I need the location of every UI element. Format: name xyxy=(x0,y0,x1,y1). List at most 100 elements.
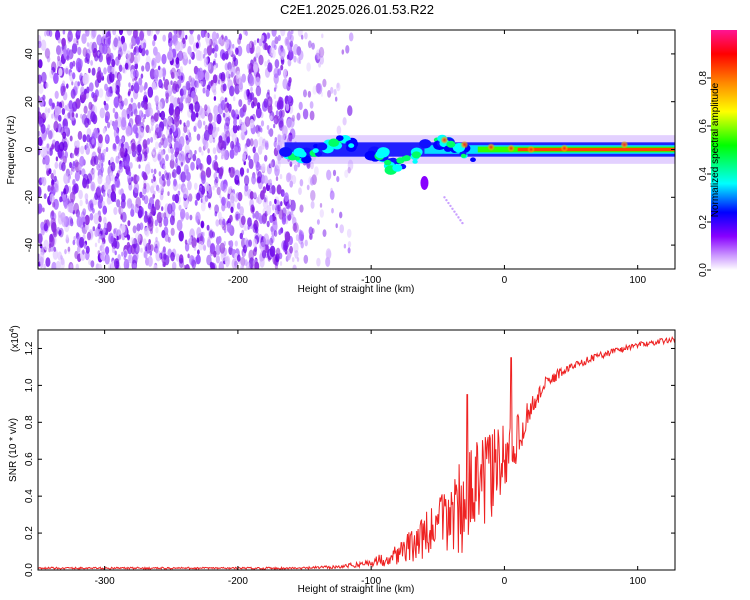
noise-speckle xyxy=(284,231,291,243)
carrier-blob xyxy=(470,157,476,162)
noise-speckle xyxy=(80,145,85,155)
noise-speckle xyxy=(297,161,301,168)
noise-speckle xyxy=(132,30,138,39)
noise-speckle xyxy=(106,86,112,98)
noise-speckle xyxy=(256,102,261,109)
noise-speckle xyxy=(142,42,147,49)
noise-speckle xyxy=(102,191,106,198)
noise-speckle xyxy=(234,240,238,247)
noise-speckle xyxy=(216,186,221,196)
carrier-blob xyxy=(298,151,307,158)
noise-speckle xyxy=(244,259,248,266)
noise-speckle xyxy=(121,136,125,143)
noise-speckle xyxy=(327,90,332,98)
noise-speckle xyxy=(280,64,284,71)
noise-speckle xyxy=(82,178,88,189)
noise-speckle xyxy=(38,186,42,198)
noise-speckle xyxy=(162,34,166,42)
noise-speckle xyxy=(165,172,170,181)
noise-speckle xyxy=(293,242,299,253)
noise-speckle xyxy=(218,167,224,177)
noise-speckle xyxy=(125,125,132,137)
noise-speckle xyxy=(147,86,154,98)
noise-speckle xyxy=(90,260,95,268)
noise-speckle xyxy=(233,146,239,156)
noise-speckle xyxy=(157,101,163,111)
noise-speckle xyxy=(249,138,254,147)
noise-speckle xyxy=(83,105,88,114)
noise-speckle xyxy=(218,138,224,151)
noise-speckle xyxy=(297,57,300,64)
noise-speckle xyxy=(207,148,210,154)
noise-speckle xyxy=(53,72,59,84)
noise-speckle xyxy=(66,55,70,61)
noise-speckle xyxy=(250,92,255,101)
y-tick-label: 20 xyxy=(24,96,35,108)
noise-speckle xyxy=(347,241,352,248)
noise-speckle xyxy=(312,85,318,95)
snr-x-label: Height of straight line (km) xyxy=(298,584,415,595)
noise-speckle xyxy=(82,249,85,255)
noise-speckle xyxy=(104,104,108,110)
noise-speckle xyxy=(42,94,46,101)
noise-speckle xyxy=(96,34,102,46)
noise-speckle xyxy=(103,227,106,234)
y-tick-label: -20 xyxy=(24,190,35,205)
noise-speckle xyxy=(260,190,265,200)
noise-speckle xyxy=(184,242,190,252)
noise-speckle xyxy=(87,200,94,212)
noise-speckle xyxy=(142,172,147,181)
noise-speckle xyxy=(188,59,192,65)
noise-speckle xyxy=(210,242,216,253)
noise-speckle xyxy=(241,73,246,83)
noise-speckle xyxy=(60,257,65,266)
noise-speckle xyxy=(107,121,111,129)
noise-speckle xyxy=(178,204,182,211)
noise-speckle xyxy=(245,30,248,37)
noise-speckle xyxy=(170,227,175,236)
noise-speckle xyxy=(153,168,157,175)
noise-speckle xyxy=(321,33,324,39)
noise-speckle xyxy=(85,30,90,37)
colorbar xyxy=(711,30,737,270)
noise-speckle xyxy=(169,127,173,135)
noise-speckle xyxy=(325,248,332,260)
noise-speckle xyxy=(205,196,208,203)
noise-speckle xyxy=(163,216,169,227)
colorbar-label: Normalized spectral amplitude xyxy=(710,82,721,217)
noise-speckle xyxy=(169,102,174,112)
noise-speckle xyxy=(86,134,91,143)
noise-speckle xyxy=(286,118,293,130)
noise-speckle xyxy=(167,203,173,215)
noise-speckle xyxy=(303,89,307,98)
noise-speckle xyxy=(112,121,118,131)
noise-speckle xyxy=(298,187,302,195)
noise-speckle xyxy=(227,103,232,112)
noise-speckle xyxy=(154,95,159,104)
y-tick-label: 0.8 xyxy=(24,415,35,429)
noise-speckle xyxy=(124,62,129,70)
noise-speckle xyxy=(105,135,108,141)
noise-speckle xyxy=(154,141,159,150)
noise-speckle xyxy=(214,179,219,188)
noise-speckle xyxy=(211,47,215,54)
noise-speckle xyxy=(71,112,75,118)
noise-speckle xyxy=(213,161,219,171)
noise-speckle xyxy=(68,30,72,36)
noise-speckle xyxy=(296,112,301,121)
noise-speckle xyxy=(289,245,293,254)
noise-speckle xyxy=(143,250,148,259)
noise-speckle xyxy=(288,95,292,103)
noise-speckle xyxy=(79,155,85,167)
noise-speckle xyxy=(194,150,197,155)
noise-speckle xyxy=(117,47,123,58)
noise-speckle xyxy=(116,199,121,208)
noise-speckle xyxy=(217,211,222,220)
noise-speckle xyxy=(97,238,101,244)
noise-speckle xyxy=(225,116,231,127)
noise-speckle xyxy=(86,173,93,184)
noise-speckle xyxy=(244,223,249,232)
noise-speckle xyxy=(52,249,59,260)
noise-speckle xyxy=(84,193,89,201)
